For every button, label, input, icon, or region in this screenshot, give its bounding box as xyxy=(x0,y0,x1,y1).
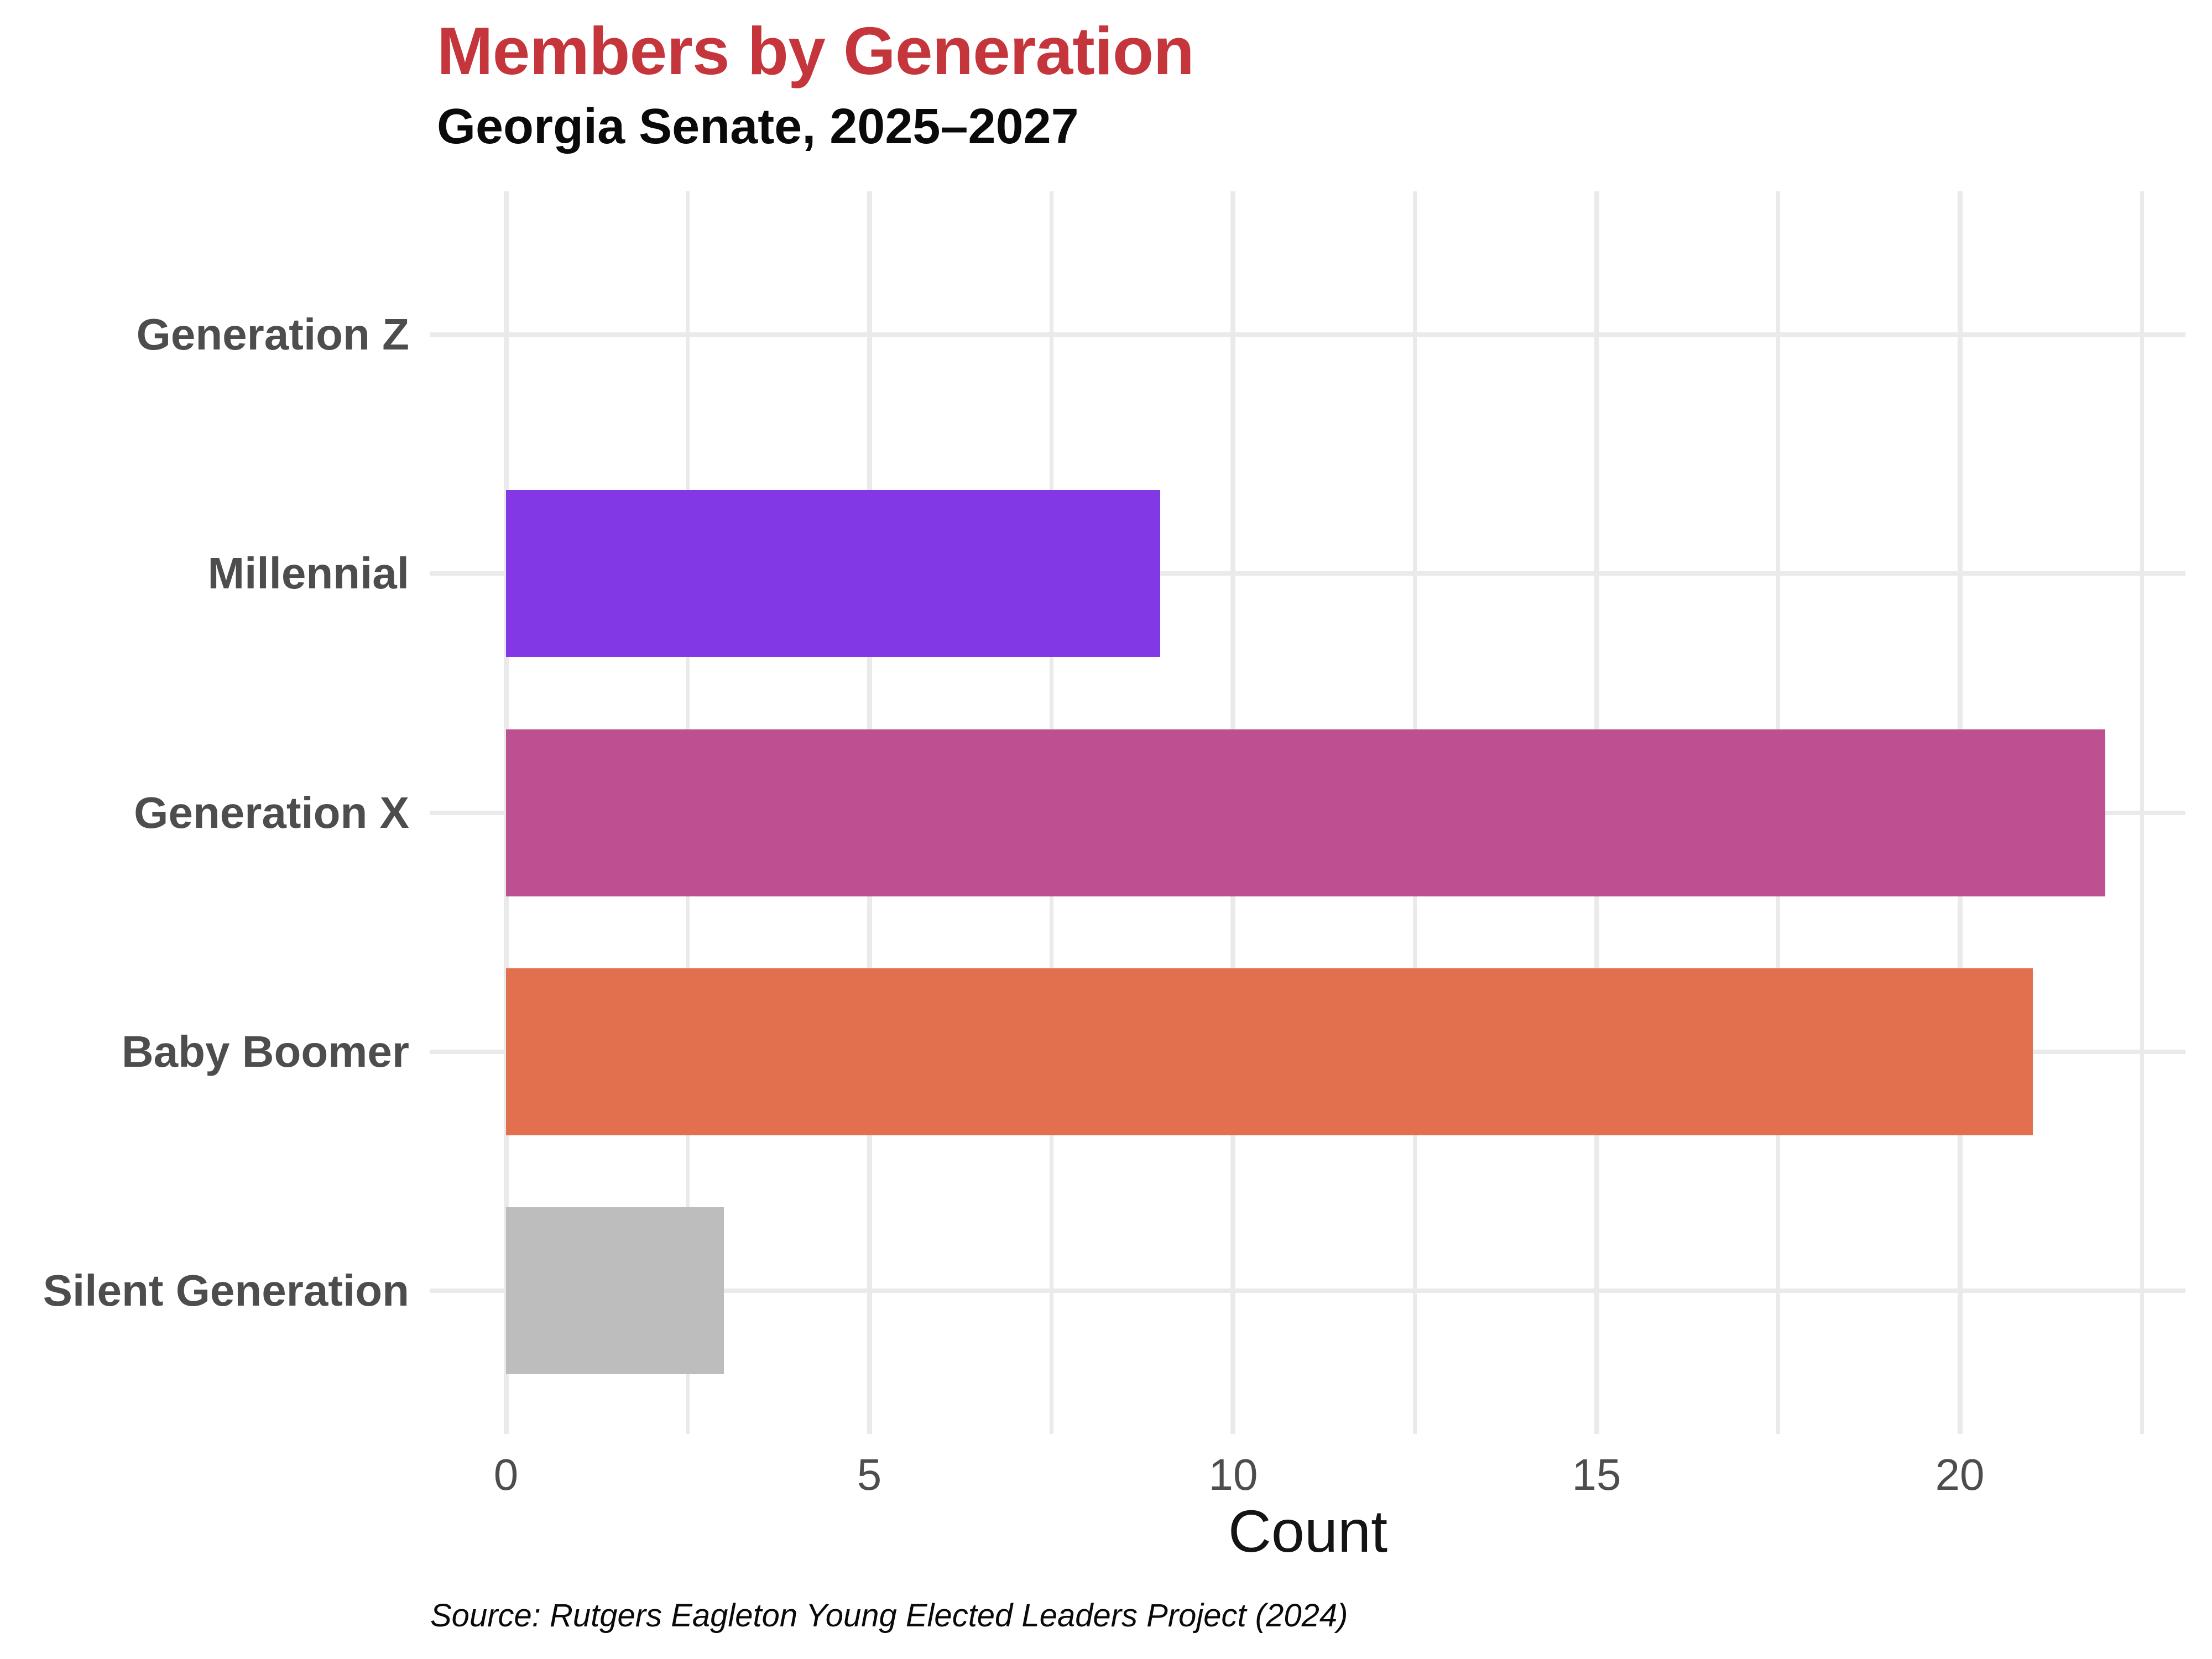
y-axis-label-millennial: Millennial xyxy=(207,549,410,598)
bar-silent-generation xyxy=(506,1207,724,1374)
bar-millennial xyxy=(506,490,1160,657)
y-gridline-4 xyxy=(430,1288,2185,1293)
y-axis-label-generation-x: Generation X xyxy=(134,788,409,837)
chart-title: Members by Generation xyxy=(437,13,1194,88)
y-axis-label-silent-generation: Silent Generation xyxy=(43,1266,409,1315)
y-axis-label-generation-z: Generation Z xyxy=(136,310,409,359)
x-axis-tick-0: 0 xyxy=(493,1450,519,1499)
x-axis-tick-20: 20 xyxy=(1935,1450,1985,1499)
x-axis-tick-5: 5 xyxy=(857,1450,882,1499)
x-axis-title: Count xyxy=(1228,1498,1388,1564)
chart-subtitle: Georgia Senate, 2025–2027 xyxy=(437,99,1079,154)
bar-baby-boomer xyxy=(506,968,2033,1135)
y-gridline-0 xyxy=(430,332,2185,337)
x-axis-tick-15: 15 xyxy=(1572,1450,1621,1499)
plot-panel xyxy=(430,191,2185,1434)
x-axis-tick-10: 10 xyxy=(1208,1450,1258,1499)
bar-generation-x xyxy=(506,729,2105,896)
y-gridline-1 xyxy=(430,571,2185,576)
source-caption: Source: Rutgers Eagleton Young Elected L… xyxy=(430,1598,1348,1634)
y-axis-label-baby-boomer: Baby Boomer xyxy=(121,1027,409,1076)
